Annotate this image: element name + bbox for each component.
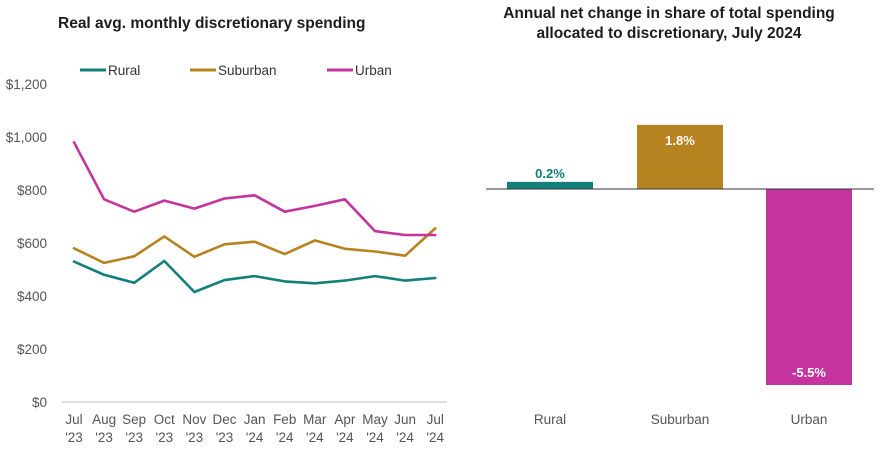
- legend-label-urban: Urban: [355, 63, 392, 78]
- line-chart-legend: Rural Suburban Urban: [80, 63, 392, 78]
- x-tick-label-month: Jul: [427, 412, 444, 427]
- x-tick-label-year: '23: [156, 430, 174, 445]
- legend-label-rural: Rural: [108, 63, 140, 78]
- y-tick-label: $600: [17, 236, 47, 251]
- y-tick-label: $800: [17, 183, 47, 198]
- series-line-urban: [72, 141, 437, 237]
- x-tick-label-month: Jun: [394, 412, 416, 427]
- x-tick-label-year: '23: [95, 430, 113, 445]
- x-tick-label-year: '24: [246, 430, 264, 445]
- bar-value-label-urban: -5.5%: [792, 365, 826, 380]
- bar-value-label-suburban: 1.8%: [665, 133, 695, 148]
- line-chart-title: Real avg. monthly discretionary spending: [58, 15, 366, 32]
- x-tick-label-month: Sep: [122, 412, 146, 427]
- series-line-suburban: [72, 227, 437, 265]
- x-tick-label-year: '23: [125, 430, 143, 445]
- line-chart-y-axis: $0 $200 $400 $600 $800 $1,000 $1,200: [6, 77, 47, 410]
- bar-chart-x-ticks: Rural Suburban Urban: [534, 412, 828, 427]
- x-tick-label-month: Nov: [182, 412, 206, 427]
- x-tick-label-year: '24: [336, 430, 354, 445]
- x-tick-label-year: '23: [216, 430, 234, 445]
- x-tick-label-month: Mar: [303, 412, 327, 427]
- x-tick-label-year: '23: [186, 430, 204, 445]
- series-line-rural: [72, 259, 437, 294]
- x-tick-label-month: Aug: [92, 412, 116, 427]
- y-tick-label: $400: [17, 289, 47, 304]
- bar-chart: Annual net change in share of total spen…: [486, 5, 874, 427]
- x-tick-label-year: '24: [366, 430, 384, 445]
- x-tick-label-month: Oct: [154, 412, 175, 427]
- y-tick-label: $1,200: [6, 77, 47, 92]
- bar-chart-title-line-2: allocated to discretionary, July 2024: [536, 25, 801, 42]
- x-tick-label-month: Feb: [273, 412, 296, 427]
- line-chart: Real avg. monthly discretionary spending…: [6, 15, 447, 445]
- bar-category-label-urban: Urban: [791, 412, 828, 427]
- x-tick-label-month: Apr: [334, 412, 356, 427]
- x-tick-label-month: Jul: [65, 412, 82, 427]
- x-tick-label-year: '24: [306, 430, 324, 445]
- line-chart-x-ticks: Jul '23 Aug '23 Sep '23 Oct '23 Nov '23 Dec '23 Jan '…: [65, 412, 444, 445]
- x-tick-label-year: '24: [426, 430, 444, 445]
- x-tick-label-month: Jan: [244, 412, 266, 427]
- x-tick-label-year: '24: [276, 430, 294, 445]
- x-tick-label-month: May: [362, 412, 388, 427]
- bar-chart-bars: 0.2% 1.8% -5.5%: [507, 124, 852, 385]
- bar-value-label-rural: 0.2%: [535, 166, 565, 181]
- line-chart-series: [72, 141, 437, 294]
- y-tick-label: $200: [17, 342, 47, 357]
- x-tick-label-year: '24: [396, 430, 414, 445]
- x-tick-label-year: '23: [65, 430, 83, 445]
- y-tick-label: $1,000: [6, 130, 47, 145]
- bar-category-label-rural: Rural: [534, 412, 566, 427]
- legend-label-suburban: Suburban: [218, 63, 277, 78]
- y-tick-label: $0: [32, 395, 47, 410]
- bar-rural: [507, 181, 593, 189]
- bar-category-label-suburban: Suburban: [651, 412, 710, 427]
- bar-chart-title-line-1: Annual net change in share of total spen…: [503, 5, 835, 22]
- x-tick-label-month: Dec: [212, 412, 236, 427]
- bar-suburban: [637, 124, 723, 189]
- bar-urban: [766, 189, 852, 385]
